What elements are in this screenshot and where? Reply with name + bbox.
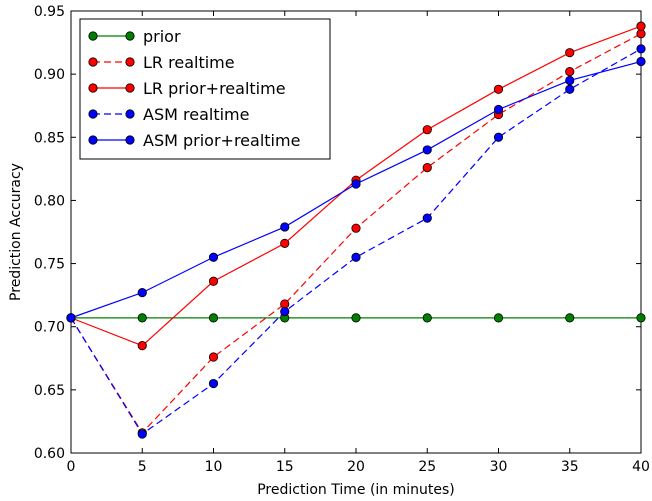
data-point (636, 56, 646, 67)
series-1 (66, 313, 646, 323)
x-tick-label: 25 (418, 459, 436, 475)
data-point (66, 313, 76, 323)
data-point (351, 223, 361, 233)
x-tick-label: 15 (276, 459, 294, 475)
legend-entry: LR prior+realtime (88, 79, 286, 98)
data-point (137, 313, 147, 323)
legend-marker (88, 135, 98, 145)
data-point (565, 67, 575, 77)
legend-label: ASM realtime (143, 105, 249, 124)
legend-marker (125, 135, 135, 145)
series-line (70, 48, 642, 435)
data-point (422, 145, 432, 155)
x-tick-label: 30 (490, 459, 508, 475)
y-tick-label: 0.80 (34, 193, 65, 209)
y-tick-label: 0.85 (34, 130, 65, 146)
data-point (636, 21, 646, 31)
legend-marker (125, 57, 135, 67)
data-point (208, 276, 219, 286)
x-tick-label: 5 (138, 459, 147, 475)
series-layer (66, 21, 646, 439)
data-point (636, 313, 646, 323)
data-point (208, 313, 219, 323)
data-point (493, 104, 504, 115)
data-point (137, 341, 147, 351)
legend-label: ASM prior+realtime (143, 131, 300, 150)
data-point (137, 288, 147, 298)
legend-entry: ASM prior+realtime (88, 131, 300, 150)
y-tick-label: 0.60 (34, 446, 65, 462)
data-point (208, 252, 219, 262)
legend-box (79, 18, 331, 160)
data-point (351, 313, 361, 323)
x-tick-label: 20 (347, 459, 365, 475)
y-tick-label: 0.95 (34, 4, 65, 20)
x-tick-label: 10 (205, 459, 223, 475)
data-point (636, 44, 646, 54)
data-point (422, 162, 432, 173)
data-point (565, 48, 575, 58)
data-point (351, 252, 361, 262)
legend-entry: LR realtime (88, 53, 235, 72)
legend-entry: prior (88, 27, 181, 46)
x-tick-label: 40 (632, 459, 650, 475)
data-point (280, 306, 290, 317)
legend-label: LR prior+realtime (143, 79, 286, 98)
y-tick-label: 0.65 (34, 383, 65, 399)
series-5 (66, 56, 646, 323)
data-point (565, 84, 575, 94)
y-tick-label: 0.75 (34, 257, 65, 273)
data-point (351, 179, 361, 189)
legend-marker (88, 57, 98, 67)
data-point (422, 125, 432, 135)
y-axis-label: Prediction Accuracy (8, 163, 24, 301)
data-point (565, 75, 575, 86)
x-axis-ticks: 0 5 10 15 20 25 30 35 40 (67, 11, 650, 475)
legend-marker (125, 83, 135, 93)
x-axis-label: Prediction Time (in minutes) (257, 482, 455, 498)
data-point (280, 222, 290, 232)
legend-marker (88, 83, 98, 93)
data-point (565, 313, 575, 323)
legend-label: prior (143, 27, 181, 46)
y-tick-label: 0.90 (34, 67, 65, 83)
x-tick-label: 0 (67, 459, 76, 475)
y-axis-ticks: 0.60 0.65 0.70 0.75 0.80 0.85 0.90 0.95 (34, 4, 641, 462)
legend-marker (88, 109, 98, 119)
data-point (137, 429, 147, 439)
legend-marker (88, 31, 98, 41)
y-tick-label: 0.70 (34, 320, 65, 336)
data-point (422, 213, 432, 223)
legend-entry: ASM realtime (88, 105, 249, 124)
x-tick-label: 35 (561, 459, 579, 475)
legend: prior LR realtime LR prior+realtime ASM rea… (79, 18, 331, 160)
data-point (422, 313, 432, 323)
data-point (493, 132, 504, 142)
legend-label: LR realtime (143, 53, 235, 72)
legend-marker (125, 109, 135, 119)
data-point (208, 352, 219, 362)
data-point (493, 84, 504, 94)
data-point (208, 378, 219, 389)
data-point (493, 313, 504, 323)
legend-marker (125, 31, 135, 41)
data-point (636, 29, 646, 39)
data-point (280, 299, 290, 309)
data-point (280, 238, 290, 248)
